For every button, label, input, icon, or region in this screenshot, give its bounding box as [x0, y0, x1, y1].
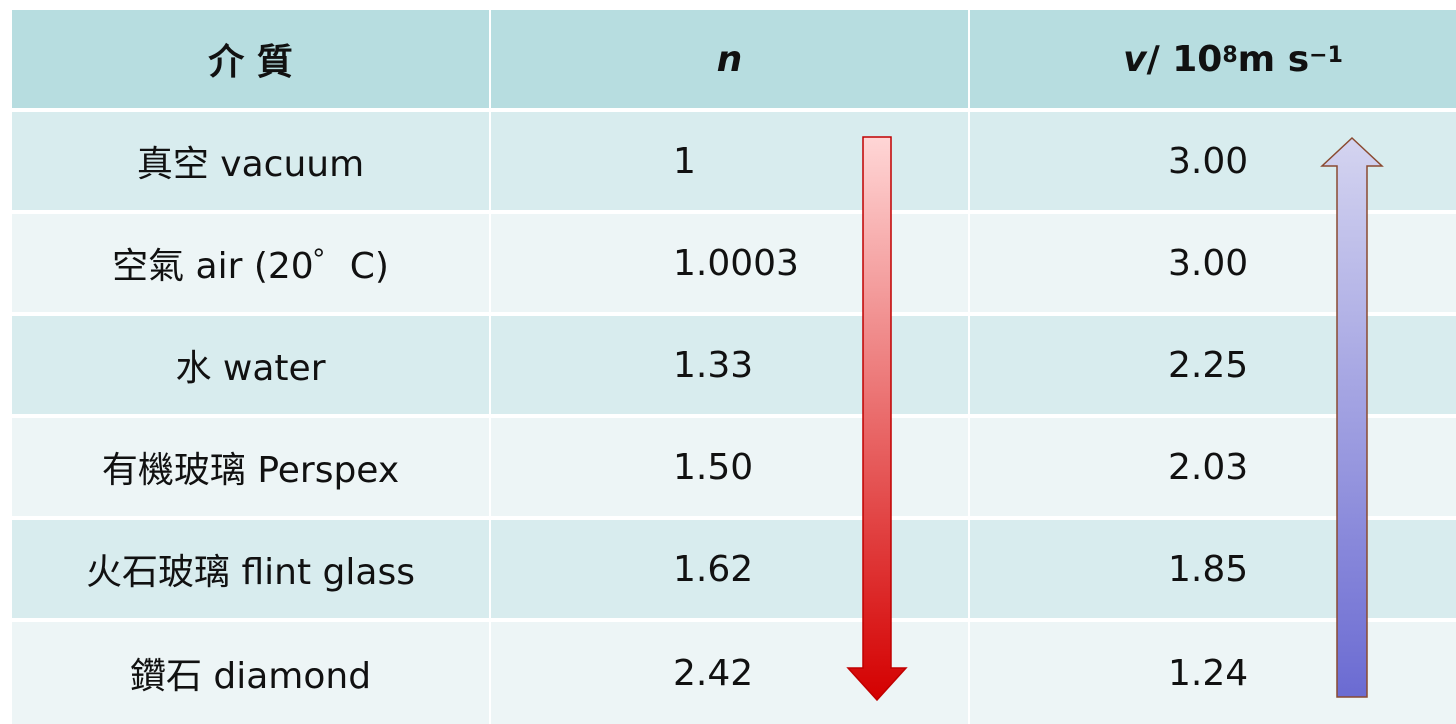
refractive-index-table: 介 質 n v / 10 8 m s −1 真空 vacuum 1 3.00 空氣 … — [12, 10, 1456, 724]
medium-cell: 火石玻璃 flint glass — [12, 518, 489, 618]
medium-cell: 空氣 air (20゜C) — [12, 212, 489, 312]
medium-cell: 水 water — [12, 314, 489, 414]
header-speed-unit-exp: −1 — [1309, 42, 1343, 68]
header-n-label: n — [716, 38, 743, 80]
arrow-down-icon — [846, 136, 908, 702]
header-speed-sep: / 10 — [1146, 38, 1223, 80]
medium-cell: 真空 vacuum — [12, 110, 489, 210]
table-row: 有機玻璃 Perspex 1.50 2.03 — [12, 416, 1456, 516]
table-header-row: 介 質 n v / 10 8 m s −1 — [12, 10, 1456, 108]
header-n: n — [491, 10, 968, 108]
speed-cell: 3.00 — [970, 212, 1456, 312]
header-speed-unit: m s — [1237, 38, 1310, 80]
header-speed-exp: 8 — [1222, 42, 1238, 68]
speed-cell: 1.85 — [970, 518, 1456, 618]
header-speed-var: v — [1123, 38, 1147, 80]
table-row: 鑽石 diamond 2.42 1.24 — [12, 620, 1456, 724]
speed-cell: 2.03 — [970, 416, 1456, 516]
header-speed: v / 10 8 m s −1 — [970, 10, 1456, 108]
medium-cell: 有機玻璃 Perspex — [12, 416, 489, 516]
table-row: 空氣 air (20゜C) 1.0003 3.00 — [12, 212, 1456, 312]
arrow-up-icon — [1320, 136, 1384, 698]
header-medium: 介 質 — [12, 10, 489, 108]
speed-cell: 3.00 — [970, 110, 1456, 210]
table-row: 真空 vacuum 1 3.00 — [12, 110, 1456, 210]
speed-cell: 1.24 — [970, 620, 1456, 724]
table-row: 火石玻璃 flint glass 1.62 1.85 — [12, 518, 1456, 618]
table-row: 水 water 1.33 2.25 — [12, 314, 1456, 414]
speed-cell: 2.25 — [970, 314, 1456, 414]
medium-cell: 鑽石 diamond — [12, 620, 489, 724]
